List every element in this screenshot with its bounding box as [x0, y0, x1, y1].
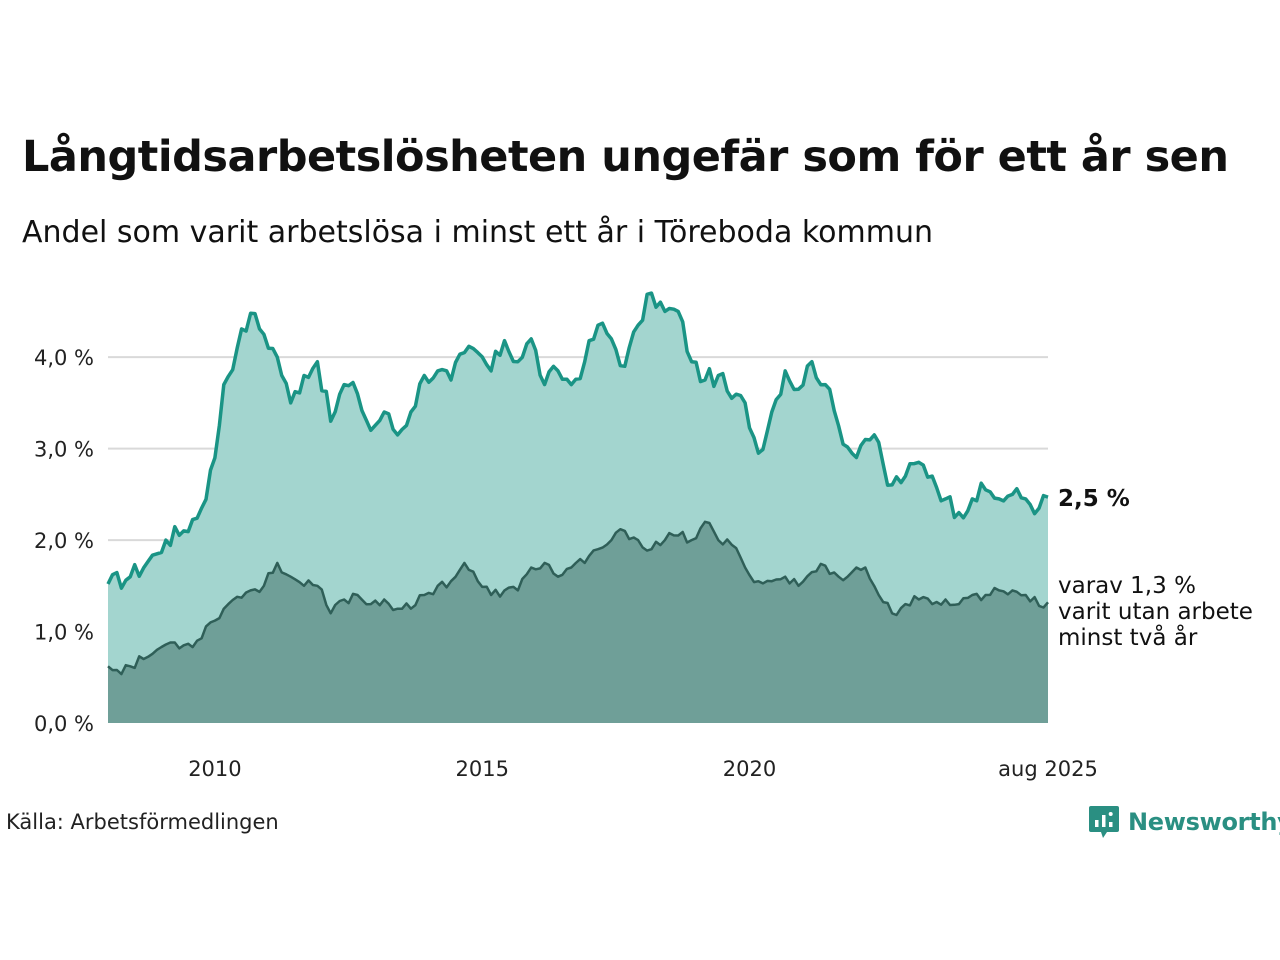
- y-tick-label: 3,0 %: [34, 438, 94, 462]
- y-tick-label: 4,0 %: [34, 346, 94, 370]
- two-years-end-label: minst två år: [1058, 623, 1198, 651]
- y-tick-label: 0,0 %: [34, 712, 94, 736]
- source-note: Källa: Arbetsförmedlingen: [6, 810, 279, 834]
- two-years-end-label: varav 1,3 %: [1058, 573, 1196, 599]
- two-years-end-label: varit utan arbete: [1058, 599, 1253, 625]
- total-end-label: 2,5 %: [1058, 486, 1130, 512]
- newsworthy-logo-icon: [1089, 806, 1119, 838]
- x-axis-ticks: 2010 2015 2020 aug 2025: [188, 757, 1098, 781]
- chart-subtitle: Andel som varit arbetslösa i minst ett å…: [22, 215, 934, 250]
- y-axis-ticks: 0,0 % 1,0 % 2,0 % 3,0 % 4,0 %: [34, 346, 94, 736]
- y-tick-label: 1,0 %: [34, 621, 94, 645]
- x-tick-label: 2020: [723, 757, 776, 781]
- logo-text: Newsworthy: [1128, 808, 1280, 836]
- x-tick-label: 2010: [188, 757, 241, 781]
- two-years-series-line: [107, 520, 1049, 676]
- x-tick-label: aug 2025: [998, 757, 1098, 781]
- total-series-line: [106, 291, 1049, 590]
- newsworthy-logo: Newsworthy: [1088, 804, 1280, 840]
- y-tick-label: 2,0 %: [34, 529, 94, 553]
- x-tick-label: 2015: [455, 757, 508, 781]
- chart-title: Långtidsarbetslösheten ungefär som för e…: [22, 132, 1229, 182]
